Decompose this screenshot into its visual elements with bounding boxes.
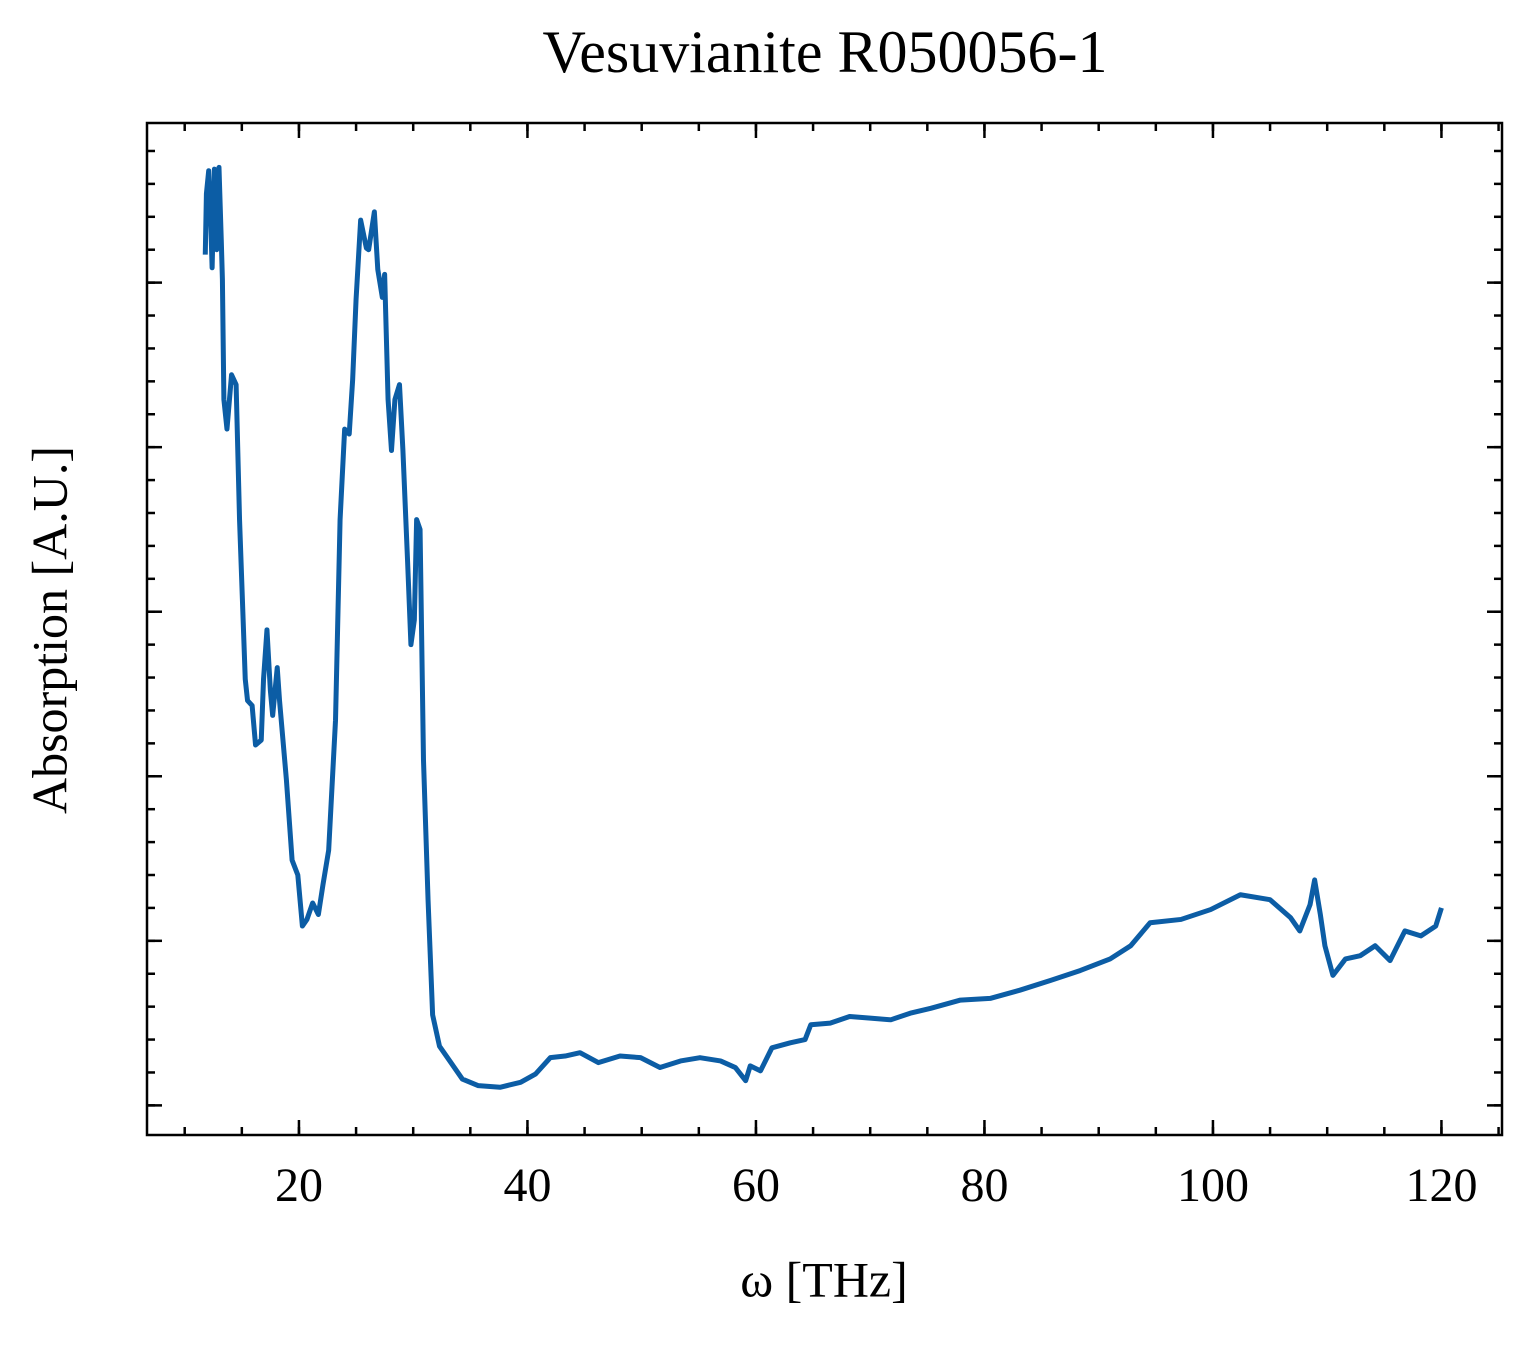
data-line: [202, 164, 1444, 1090]
x-tick-label: 120: [1405, 1159, 1477, 1212]
x-tick-label: 60: [732, 1159, 780, 1212]
x-tick-label: 20: [275, 1159, 323, 1212]
chart-title: Vesuvianite R050056-1: [543, 19, 1108, 85]
x-tick-label: 80: [960, 1159, 1008, 1212]
x-axis-label: ω [THz]: [740, 1251, 908, 1307]
plot-frame: [145, 121, 1504, 1137]
x-tick-label: 40: [503, 1159, 551, 1212]
x-tick-label: 100: [1177, 1159, 1249, 1212]
y-axis-label: Absorption [A.U.]: [21, 446, 77, 814]
